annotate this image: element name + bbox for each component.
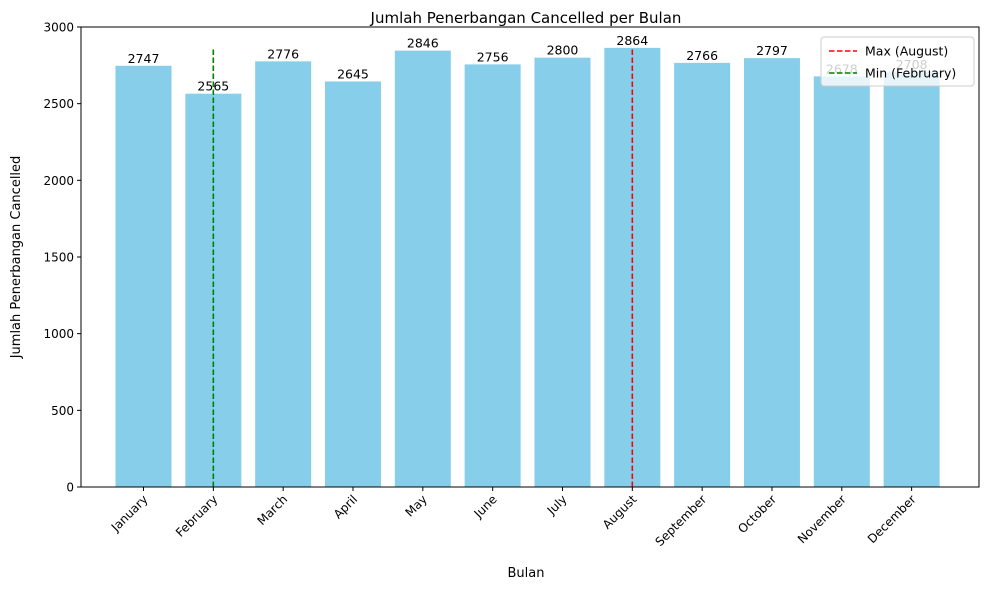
bar-january — [115, 65, 172, 487]
bar-april — [324, 81, 381, 487]
y-tick-label: 2500 — [43, 97, 74, 111]
bar-november — [813, 76, 870, 487]
bar-december — [883, 71, 940, 488]
y-axis: 0 500 1000 1500 2000 2500 3000 — [43, 21, 81, 495]
x-axis: January February March April May June July Augu… — [108, 487, 919, 549]
y-tick-label: 2000 — [43, 174, 74, 188]
x-tick-label-november: November — [795, 492, 849, 546]
x-tick-label-february: February — [173, 492, 221, 540]
x-tick-label-october: October — [735, 492, 779, 536]
x-tick-label-may: May — [402, 492, 429, 519]
data-label-july: 2800 — [547, 43, 579, 58]
x-tick-label-july: July — [544, 492, 570, 518]
chart-title: Jumlah Penerbangan Cancelled per Bulan — [370, 9, 682, 27]
y-tick-label: 1500 — [43, 251, 74, 265]
legend-box — [820, 36, 975, 87]
data-label-january: 2747 — [128, 51, 160, 66]
plot-area: 2747 2565 2776 2645 2846 2756 2800 2864 2766 2797… — [115, 33, 940, 488]
x-tick-label-december: December — [865, 492, 919, 546]
x-tick-label-january: January — [108, 492, 151, 535]
bar-july — [534, 57, 591, 488]
y-tick-label: 500 — [51, 404, 74, 418]
x-tick-label-april: April — [331, 492, 360, 521]
bar-september — [674, 62, 731, 487]
bar-june — [464, 64, 521, 487]
data-label-february: 2565 — [197, 79, 229, 94]
bar-march — [255, 61, 312, 487]
data-label-october: 2797 — [756, 43, 788, 58]
legend-label-august: Max (August) — [865, 44, 948, 59]
bar-may — [394, 50, 451, 487]
data-label-august: 2864 — [616, 33, 648, 48]
data-label-june: 2756 — [477, 49, 509, 64]
x-tick-label-march: March — [255, 492, 291, 528]
y-tick-label: 0 — [66, 481, 74, 495]
y-tick-label: 1000 — [43, 327, 74, 341]
legend-label-february: Min (February) — [865, 66, 956, 81]
data-label-march: 2776 — [267, 46, 299, 61]
x-tick-label-june: June — [471, 492, 500, 521]
x-tick-label-august: August — [600, 492, 640, 532]
y-tick-label: 3000 — [43, 21, 74, 35]
x-axis-label: Bulan — [508, 566, 545, 581]
data-label-september: 2766 — [686, 48, 718, 63]
bar-october — [743, 58, 800, 487]
data-label-april: 2645 — [337, 66, 369, 81]
data-label-may: 2846 — [407, 36, 439, 51]
legend: Max (August) Min (February) — [820, 36, 975, 87]
x-tick-label-september: September — [652, 492, 709, 549]
y-axis-label: Jumlah Penerbangan Cancelled — [9, 156, 24, 360]
